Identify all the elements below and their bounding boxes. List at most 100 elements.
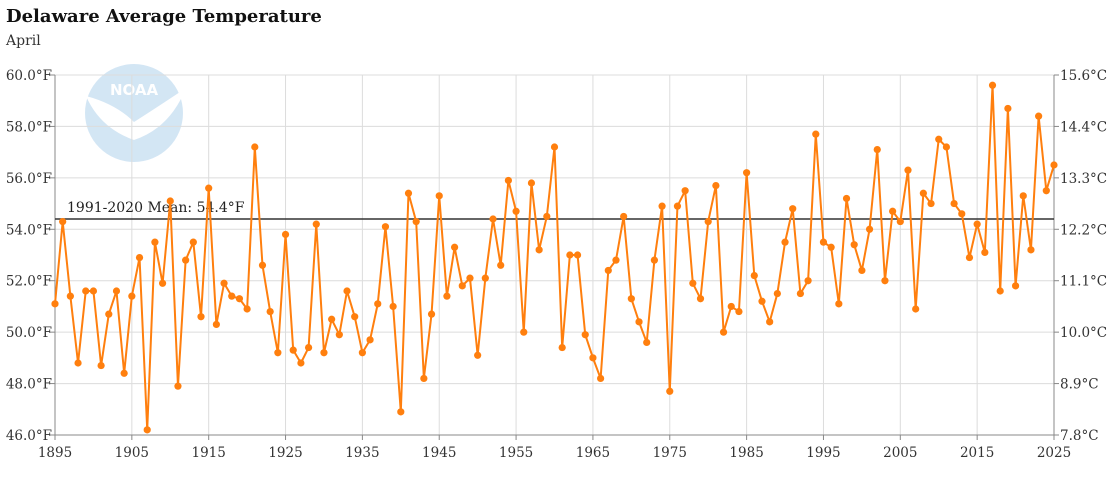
data-point [420,374,428,383]
x-tick-label: 1925 [268,445,302,461]
y-tick-label: 60.0°F [6,68,52,84]
data-point [404,189,413,197]
data-point [658,202,666,210]
data-point [451,243,459,251]
data-point [466,274,474,282]
data-point [881,277,889,285]
data-point [443,292,451,300]
y2-tick-label: 14.4°C [1060,119,1107,135]
data-point [919,189,927,197]
data-point [381,223,390,231]
data-point [873,145,881,154]
data-point [804,277,812,285]
data-point [312,220,320,228]
data-point [197,313,205,321]
data-point [481,274,489,282]
data-point [942,143,951,151]
data-point [251,143,259,151]
data-point [681,187,689,195]
data-point [266,307,274,316]
data-point [796,289,805,298]
data-point [320,349,328,357]
data-point [573,251,582,259]
data-point [981,248,989,257]
data-point [1019,192,1027,200]
data-point [120,369,128,377]
data-point [719,328,728,336]
data-point [235,295,244,303]
y2-tick-label: 12.2°C [1060,222,1107,238]
data-point [627,295,635,303]
data-point [66,292,74,300]
data-point [904,166,912,174]
data-point [773,289,781,298]
data-point [581,331,589,339]
x-tick-label: 2025 [1037,445,1071,461]
x-tick-label: 1945 [422,445,456,461]
data-point [1035,112,1043,120]
data-point [750,271,758,280]
data-point [958,210,966,218]
data-point [151,238,159,246]
data-point [374,300,382,308]
data-point [635,318,643,326]
x-tick-label: 1975 [653,445,687,461]
x-tick-label: 1895 [38,445,72,461]
data-point [865,225,874,233]
data-point [950,199,958,208]
data-point [604,266,612,275]
data-point [51,300,59,308]
data-point [858,266,866,275]
data-point [589,354,597,362]
data-point [274,349,282,357]
data-point [158,279,167,287]
data-point [281,230,290,239]
data-point [182,256,190,264]
data-point [1050,161,1058,169]
data-point [712,181,720,190]
data-point [335,331,343,339]
series-line [54,84,1055,431]
data-point [304,343,313,352]
y-tick-label: 58.0°F [6,119,52,135]
data-point [112,287,121,295]
data-point [758,297,766,305]
data-point [458,282,466,290]
data-point [896,217,904,226]
data-point [258,261,267,269]
data-point [704,217,712,226]
series-group [51,81,1058,434]
data-point [328,315,336,323]
data-point [781,238,789,246]
x-tick-label: 1905 [115,445,149,461]
noaa-logo-text: NOAA [110,81,159,99]
data-point [766,318,774,326]
data-point [996,287,1004,295]
data-point [912,305,920,313]
data-point [835,300,843,308]
data-point [343,287,351,295]
data-point [1042,187,1050,195]
x-tick-label: 1995 [806,445,840,461]
data-point [973,220,981,228]
data-point [489,215,497,223]
data-point [935,135,943,143]
data-point [735,307,743,316]
y-tick-label: 48.0°F [6,377,52,393]
data-point [82,287,90,295]
y2-tick-label: 13.3°C [1060,171,1107,187]
mean-line-label: 1991-2020 Mean: 54.4°F [67,200,245,216]
data-point [166,197,174,205]
data-point [89,287,98,295]
data-point [789,205,797,213]
data-point [504,176,512,185]
y2-tick-label: 8.9°C [1060,377,1099,393]
data-point [673,202,682,210]
data-point [520,328,528,336]
data-point [689,279,697,287]
x-tick-label: 2005 [883,445,917,461]
data-point [474,351,482,359]
data-point [535,246,543,254]
data-point [351,313,359,321]
